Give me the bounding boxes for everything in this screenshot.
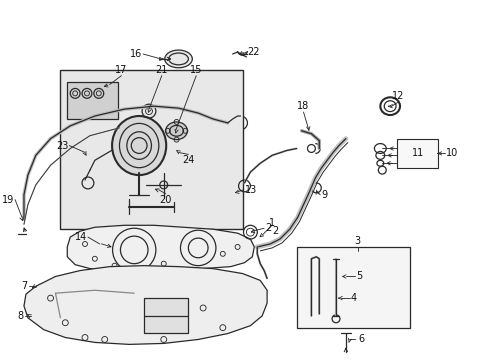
Text: 19: 19	[2, 195, 14, 205]
Text: 21: 21	[156, 65, 168, 75]
Text: 24: 24	[182, 156, 195, 165]
Text: 11: 11	[412, 148, 424, 158]
Bar	[67, 82, 119, 119]
Ellipse shape	[166, 122, 187, 140]
Text: 5: 5	[356, 271, 362, 282]
Text: 10: 10	[446, 148, 459, 158]
Polygon shape	[67, 225, 254, 271]
Polygon shape	[24, 266, 267, 345]
Bar	[296, 247, 410, 328]
Text: 12: 12	[392, 91, 404, 101]
Text: 2: 2	[265, 223, 271, 233]
Text: 4: 4	[351, 293, 357, 303]
Ellipse shape	[112, 116, 166, 175]
Text: 20: 20	[160, 195, 172, 205]
Text: 16: 16	[130, 49, 142, 59]
Text: 15: 15	[190, 65, 202, 75]
Text: 8: 8	[18, 311, 24, 321]
Text: 2: 2	[272, 226, 278, 236]
Text: 1: 1	[269, 218, 275, 228]
Bar	[60, 70, 243, 229]
Text: 17: 17	[115, 65, 127, 75]
Text: 14: 14	[74, 232, 87, 242]
Bar	[144, 298, 188, 333]
Text: 22: 22	[247, 47, 260, 57]
Text: 23: 23	[56, 140, 68, 150]
Text: 13: 13	[245, 185, 257, 195]
Text: 18: 18	[297, 101, 310, 111]
Text: 9: 9	[321, 190, 327, 200]
Text: 3: 3	[355, 236, 361, 246]
Text: 7: 7	[22, 281, 28, 291]
Ellipse shape	[165, 50, 192, 68]
Text: 6: 6	[359, 334, 365, 345]
Bar	[397, 139, 439, 168]
